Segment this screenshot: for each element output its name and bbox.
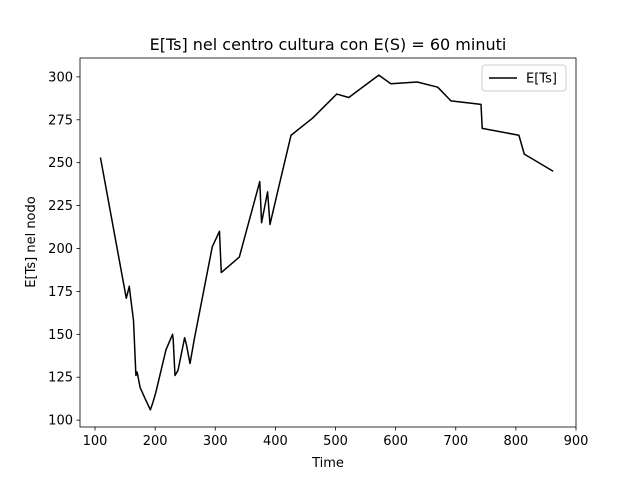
- y-tick-label: 150: [48, 328, 73, 343]
- x-tick-label: 400: [263, 434, 288, 449]
- legend-label: E[Ts]: [526, 72, 557, 87]
- y-tick-label: 125: [48, 371, 73, 386]
- y-tick-label: 200: [48, 242, 73, 257]
- y-axis: 100 125 150 175 200 225 250 275 300: [48, 70, 80, 429]
- legend: E[Ts]: [481, 64, 567, 92]
- x-tick-label: 300: [203, 434, 228, 449]
- x-axis-label: Time: [311, 456, 344, 471]
- y-tick-label: 175: [48, 285, 73, 300]
- y-tick-label: 300: [48, 70, 73, 85]
- x-tick-label: 500: [323, 434, 348, 449]
- y-tick-label: 250: [48, 156, 73, 171]
- plot-area: [79, 57, 577, 428]
- y-tick-label: 100: [48, 414, 73, 429]
- y-tick-label: 275: [48, 113, 73, 128]
- series-line-0: [99, 74, 554, 411]
- y-axis-label: E[Ts] nel nodo: [24, 196, 39, 287]
- x-tick-label: 900: [564, 434, 589, 449]
- plot-frame: [79, 57, 577, 428]
- x-axis: 100 200 300 400 500 600 700 800 900: [83, 427, 589, 449]
- x-tick-label: 700: [443, 434, 468, 449]
- x-tick-label: 200: [143, 434, 168, 449]
- y-tick-label: 225: [48, 199, 73, 214]
- x-tick-label: 600: [383, 434, 408, 449]
- chart-title: E[Ts] nel centro cultura con E(S) = 60 m…: [150, 35, 507, 54]
- x-tick-label: 100: [83, 434, 108, 449]
- x-tick-label: 800: [503, 434, 528, 449]
- legend-box: [481, 64, 567, 92]
